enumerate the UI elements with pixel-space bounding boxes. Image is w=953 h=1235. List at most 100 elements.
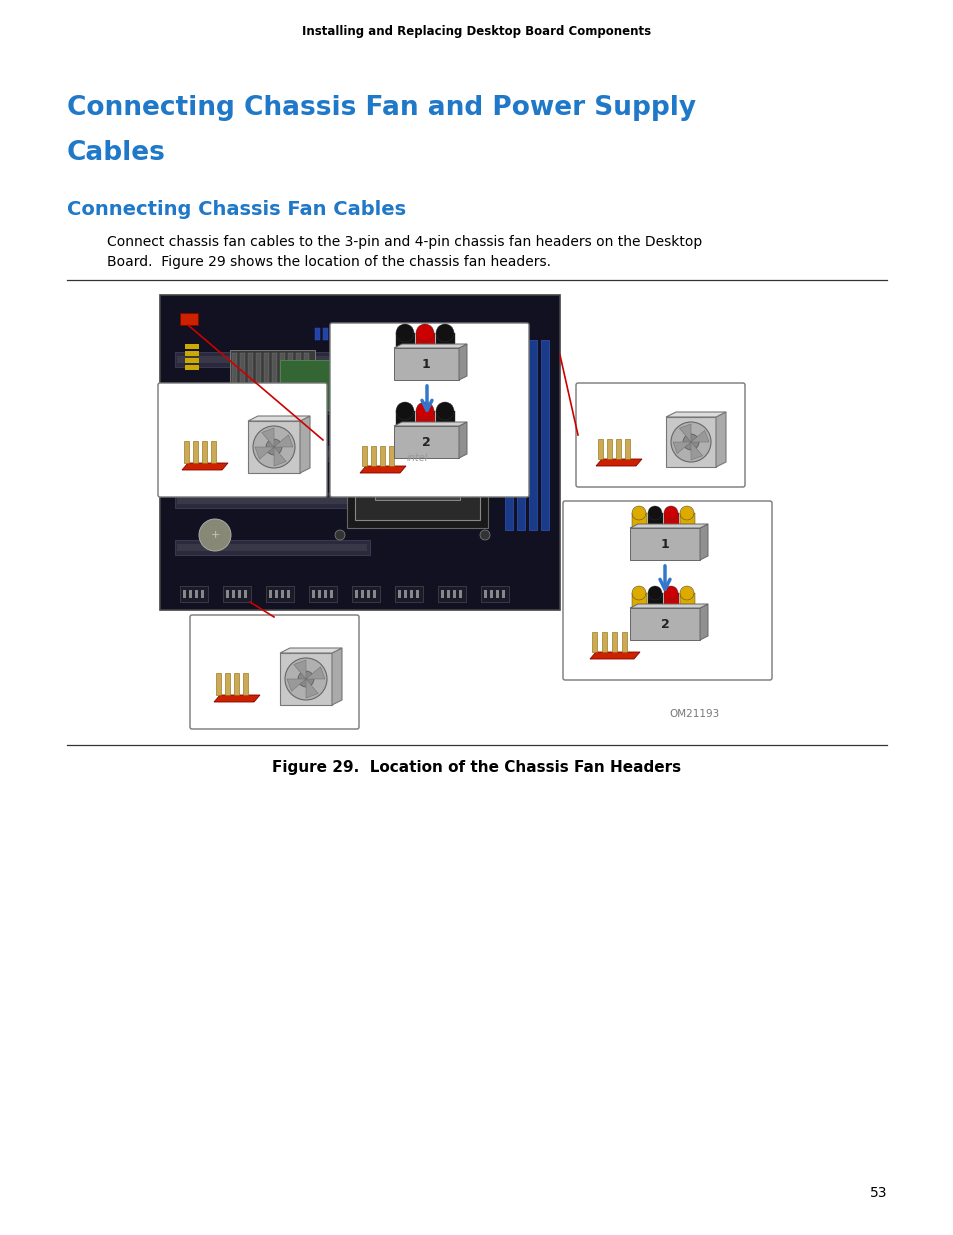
Bar	[453, 590, 456, 598]
Bar	[373, 590, 375, 598]
Bar	[202, 441, 207, 463]
Bar	[177, 403, 367, 410]
Bar	[185, 358, 199, 363]
Bar	[266, 585, 294, 601]
Bar	[304, 353, 309, 412]
Circle shape	[416, 324, 434, 342]
Text: Figure 29.  Location of the Chassis Fan Headers: Figure 29. Location of the Chassis Fan H…	[273, 760, 680, 776]
Bar	[504, 340, 513, 530]
Circle shape	[663, 585, 678, 600]
Polygon shape	[274, 435, 293, 447]
Text: 2: 2	[659, 618, 669, 631]
FancyBboxPatch shape	[562, 501, 771, 680]
Bar	[185, 345, 199, 350]
Bar	[314, 329, 319, 340]
Bar	[255, 353, 261, 412]
Text: Board.  Figure 29 shows the location of the chassis fan headers.: Board. Figure 29 shows the location of t…	[107, 254, 551, 269]
Polygon shape	[306, 679, 318, 698]
Bar	[436, 411, 455, 426]
Bar	[185, 351, 199, 356]
Polygon shape	[672, 442, 690, 453]
Bar	[280, 353, 285, 412]
Bar	[269, 590, 272, 598]
Bar	[248, 421, 299, 473]
Bar	[416, 590, 418, 598]
Bar	[177, 356, 367, 363]
Polygon shape	[280, 648, 341, 653]
Bar	[663, 593, 679, 608]
Polygon shape	[589, 652, 639, 659]
FancyBboxPatch shape	[158, 383, 327, 496]
Polygon shape	[458, 345, 467, 380]
Bar	[517, 340, 524, 530]
Bar	[490, 590, 493, 598]
Polygon shape	[332, 648, 341, 705]
Circle shape	[436, 403, 454, 420]
Bar	[233, 673, 239, 695]
Circle shape	[679, 585, 693, 600]
Text: 1: 1	[659, 537, 669, 551]
Text: OM21193: OM21193	[669, 709, 720, 719]
Bar	[323, 329, 328, 340]
FancyBboxPatch shape	[330, 324, 529, 496]
Bar	[403, 590, 407, 598]
Bar	[621, 632, 626, 652]
Bar	[243, 673, 248, 695]
Bar	[240, 353, 245, 412]
Bar	[496, 590, 498, 598]
Bar	[389, 446, 394, 466]
Bar	[416, 333, 435, 348]
Bar	[237, 590, 241, 598]
Circle shape	[479, 385, 490, 395]
Bar	[174, 446, 370, 461]
Bar	[663, 513, 679, 529]
Bar	[281, 590, 284, 598]
Circle shape	[335, 385, 345, 395]
Bar	[330, 590, 333, 598]
Bar	[437, 585, 465, 601]
Bar	[223, 585, 251, 601]
Polygon shape	[629, 604, 707, 608]
Circle shape	[663, 506, 678, 520]
Polygon shape	[213, 695, 260, 701]
Circle shape	[670, 422, 710, 462]
Bar	[361, 446, 367, 466]
Bar	[230, 350, 314, 415]
Polygon shape	[359, 466, 406, 473]
Bar	[436, 333, 455, 348]
Bar	[174, 399, 370, 414]
Text: intel: intel	[406, 453, 427, 463]
Text: Connect chassis fan cables to the 3-pin and 4-pin chassis fan headers on the Des: Connect chassis fan cables to the 3-pin …	[107, 235, 701, 249]
Bar	[394, 348, 458, 380]
Bar	[624, 438, 629, 459]
Polygon shape	[716, 412, 725, 467]
Circle shape	[395, 324, 414, 342]
Circle shape	[631, 506, 645, 520]
Bar	[483, 590, 486, 598]
Bar	[379, 446, 385, 466]
Bar	[183, 590, 186, 598]
Bar	[177, 543, 367, 551]
Bar	[679, 513, 695, 529]
Circle shape	[253, 426, 294, 468]
FancyBboxPatch shape	[190, 615, 358, 729]
Bar	[629, 529, 700, 559]
Bar	[272, 353, 276, 412]
Bar	[317, 590, 320, 598]
Bar	[501, 590, 504, 598]
Circle shape	[479, 530, 490, 540]
Bar	[274, 590, 277, 598]
Bar	[193, 441, 198, 463]
Polygon shape	[274, 447, 286, 466]
Bar	[264, 353, 269, 412]
Bar	[226, 590, 229, 598]
Circle shape	[297, 671, 314, 687]
Polygon shape	[596, 459, 641, 466]
Circle shape	[416, 403, 434, 420]
Bar	[606, 438, 612, 459]
Bar	[309, 585, 336, 601]
Bar	[201, 590, 204, 598]
Polygon shape	[700, 524, 707, 559]
Text: Connecting Chassis Fan Cables: Connecting Chassis Fan Cables	[67, 200, 406, 219]
Bar	[174, 493, 370, 508]
